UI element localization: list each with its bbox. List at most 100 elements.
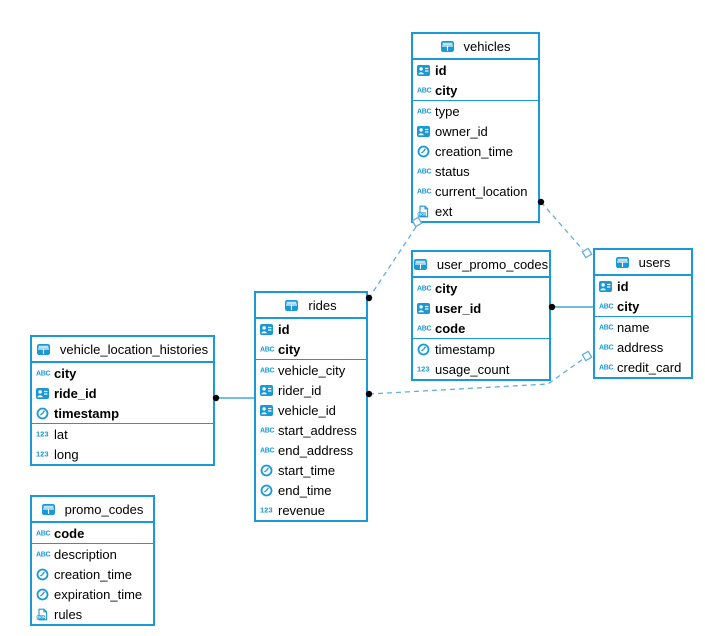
field-name: long [54, 446, 79, 462]
field-row-vehicle_id[interactable]: vehicle_id [256, 400, 366, 420]
table-header[interactable]: rides [256, 293, 366, 319]
field-name: current_location [435, 183, 528, 199]
number-type-icon: 123 [36, 429, 49, 439]
field-name: lat [54, 426, 68, 442]
field-row-city[interactable]: ABC city [256, 339, 366, 359]
field-row-usage_count[interactable]: 123 usage_count [413, 359, 549, 379]
table-title: vehicles [463, 38, 511, 54]
field-row-city[interactable]: ABC city [413, 278, 549, 298]
table-header[interactable]: users [595, 250, 691, 276]
field-row-id[interactable]: id [413, 60, 538, 80]
fields-section: ABC name ABC address ABC credit_card [595, 317, 691, 377]
number-type-icon: 123 [417, 364, 430, 374]
field-row-city[interactable]: ABC city [413, 80, 538, 100]
fields-section: ABC vehicle_city rider_id vehicle_id ABC star… [256, 360, 366, 520]
table-header[interactable]: vehicle_location_histories [32, 337, 213, 363]
text-type-icon: ABC [417, 285, 432, 292]
field-row-credit_card[interactable]: ABC credit_card [595, 357, 691, 377]
field-row-name[interactable]: ABC name [595, 317, 691, 337]
field-row-lat[interactable]: 123 lat [32, 424, 213, 444]
id-badge-icon [36, 387, 54, 399]
text-type-icon: ABC [36, 530, 51, 537]
field-row-id[interactable]: id [256, 319, 366, 339]
table-header[interactable]: promo_codes [32, 497, 153, 523]
field-row-ride_id[interactable]: ride_id [32, 383, 213, 403]
field-row-user_id[interactable]: user_id [413, 298, 549, 318]
text-type-icon: ABC [260, 367, 275, 374]
field-name: name [617, 319, 650, 335]
field-row-type[interactable]: ABC type [413, 101, 538, 121]
id-badge-icon [417, 302, 435, 314]
field-name: ext [435, 203, 453, 219]
field-row-end_address[interactable]: ABC end_address [256, 440, 366, 460]
field-name: id [435, 62, 447, 78]
field-row-creation_time[interactable]: creation_time [32, 564, 153, 584]
text-type-icon: ABC [417, 325, 432, 332]
json-type-icon: JSON [417, 205, 435, 218]
field-row-revenue[interactable]: 123 revenue [256, 500, 366, 520]
field-row-city[interactable]: ABC city [32, 363, 213, 383]
id-badge-icon [260, 404, 278, 416]
number-type-icon: 123 [260, 505, 273, 515]
field-row-start_time[interactable]: start_time [256, 460, 366, 480]
field-row-expiration_time[interactable]: expiration_time [32, 584, 153, 604]
field-row-timestamp[interactable]: timestamp [413, 339, 549, 359]
table-vehicle_location_histories[interactable]: vehicle_location_histories ABC city ride_id… [30, 335, 215, 466]
field-row-address[interactable]: ABC address [595, 337, 691, 357]
clock-icon [36, 407, 54, 420]
field-row-rider_id[interactable]: rider_id [256, 380, 366, 400]
table-users[interactable]: users id ABC city ABC name ABC address ABC credit… [593, 248, 693, 379]
clock-icon [260, 484, 278, 497]
relationship-diamond-endpoint [581, 247, 593, 259]
field-name: rules [54, 606, 83, 622]
text-type-icon: ABC [417, 188, 432, 195]
field-name: city [435, 280, 458, 296]
field-row-vehicle_city[interactable]: ABC vehicle_city [256, 360, 366, 380]
field-name: start_time [278, 462, 336, 478]
table-icon [413, 258, 432, 270]
fields-section: 123 lat 123 long [32, 424, 213, 464]
text-type-icon: ABC [36, 551, 51, 558]
field-row-timestamp[interactable]: timestamp [32, 403, 213, 423]
field-name: vehicle_city [278, 362, 346, 378]
svg-text:JSON: JSON [417, 212, 427, 216]
field-name: expiration_time [54, 586, 143, 602]
field-row-long[interactable]: 123 long [32, 444, 213, 464]
field-row-id[interactable]: id [595, 276, 691, 296]
table-promo_codes[interactable]: promo_codes ABC code ABC description creation… [30, 495, 155, 626]
relationship-vehicles-users[interactable] [540, 201, 584, 251]
id-badge-icon [417, 64, 435, 76]
field-row-status[interactable]: ABC status [413, 161, 538, 181]
field-row-end_time[interactable]: end_time [256, 480, 366, 500]
table-user_promo_codes[interactable]: user_promo_codes ABC city user_id ABC code tim… [411, 250, 551, 381]
table-rides[interactable]: rides id ABC city ABC vehicle_city rider_id veh… [254, 291, 368, 522]
field-row-code[interactable]: ABC code [413, 318, 549, 338]
table-title: user_promo_codes [436, 256, 549, 272]
svg-text:JSON: JSON [36, 615, 46, 619]
table-vehicles[interactable]: vehicles id ABC city ABC type owner_id creation… [411, 32, 540, 223]
field-row-owner_id[interactable]: owner_id [413, 121, 538, 141]
fields-section: timestamp 123 usage_count [413, 339, 549, 379]
table-header[interactable]: user_promo_codes [413, 252, 549, 278]
field-row-description[interactable]: ABC description [32, 544, 153, 564]
field-row-start_address[interactable]: ABC start_address [256, 420, 366, 440]
field-row-code[interactable]: ABC code [32, 523, 153, 543]
field-row-creation_time[interactable]: creation_time [413, 141, 538, 161]
field-row-city[interactable]: ABC city [595, 296, 691, 316]
text-type-icon: ABC [417, 168, 432, 175]
relationship-vehicles-rides[interactable] [368, 226, 417, 299]
field-name: usage_count [435, 361, 510, 377]
field-name: start_address [278, 422, 357, 438]
field-row-ext[interactable]: JSON ext [413, 201, 538, 221]
field-name: code [435, 320, 466, 336]
field-name: ride_id [54, 385, 97, 401]
field-name: user_id [435, 300, 482, 316]
text-type-icon: ABC [599, 303, 614, 310]
field-row-current_location[interactable]: ABC current_location [413, 181, 538, 201]
key-fields-section: ABC city user_id ABC code [413, 278, 549, 339]
table-header[interactable]: vehicles [413, 34, 538, 60]
clock-icon [260, 464, 278, 477]
field-row-rules[interactable]: JSON rules [32, 604, 153, 624]
text-type-icon: ABC [36, 370, 51, 377]
